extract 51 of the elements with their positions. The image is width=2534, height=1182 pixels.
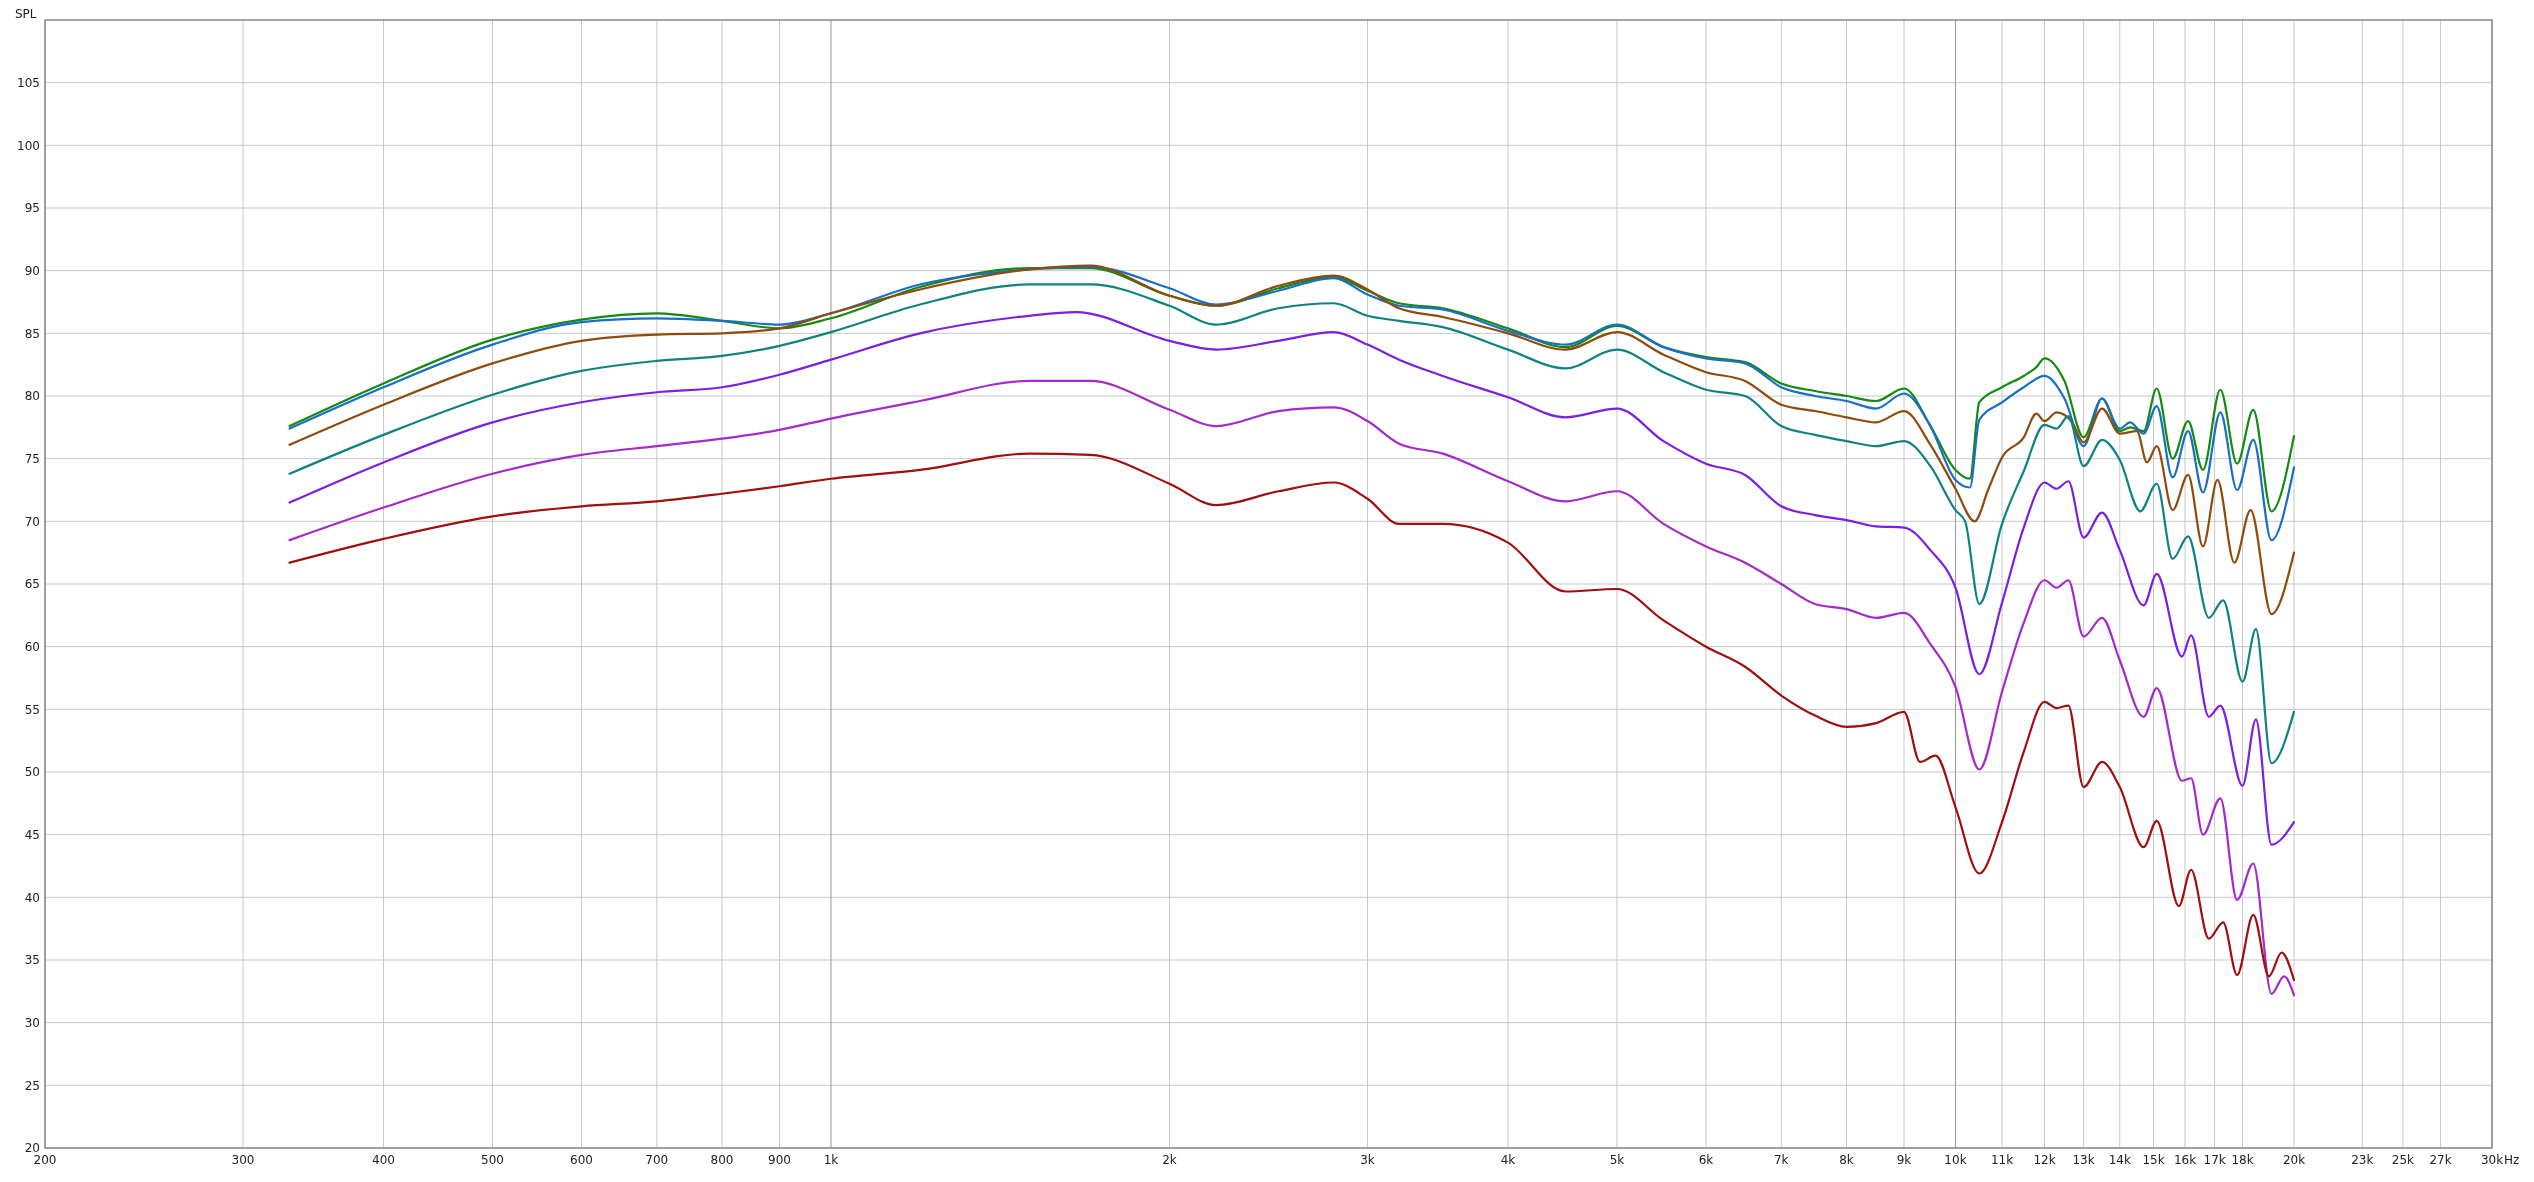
y-tick-label: 75 xyxy=(24,451,40,466)
x-tick-label: 10k xyxy=(1944,1153,1967,1167)
x-tick-label: 900 xyxy=(768,1153,791,1167)
x-tick-label: 6k xyxy=(1698,1153,1714,1167)
x-tick-label: 3k xyxy=(1360,1153,1375,1167)
x-tick-label: 300 xyxy=(231,1153,255,1167)
x-tick-label: 14k xyxy=(2108,1153,2131,1167)
y-tick-label: 60 xyxy=(24,639,40,654)
x-tick-label: 1k xyxy=(823,1153,839,1167)
y-tick-label: 45 xyxy=(24,827,40,842)
y-tick-label: 35 xyxy=(24,953,40,968)
y-tick-label: 90 xyxy=(24,263,40,278)
x-tick-label: 9k xyxy=(1896,1153,1912,1167)
x-tick-label: 16k xyxy=(2173,1153,2197,1167)
x-tick-label: 400 xyxy=(372,1153,395,1167)
x-tick-label: 800 xyxy=(710,1153,734,1167)
x-tick-label: 18k xyxy=(2231,1153,2254,1167)
y-tick-label: 105 xyxy=(17,75,40,90)
x-tick-label: 7k xyxy=(1774,1153,1789,1167)
x-axis-title: Hz xyxy=(2504,1153,2520,1167)
y-tick-label: 55 xyxy=(24,702,40,717)
y-tick-label: 65 xyxy=(24,577,40,592)
y-tick-label: 100 xyxy=(17,138,40,153)
y-tick-label: 20 xyxy=(24,1141,40,1156)
y-tick-label: 70 xyxy=(24,514,40,529)
y-tick-label: 95 xyxy=(24,201,40,216)
x-tick-label: 4k xyxy=(1500,1153,1516,1167)
x-tick-label: 15k xyxy=(2142,1153,2165,1167)
y-tick-label: 85 xyxy=(24,326,40,341)
x-tick-label: 27k xyxy=(2429,1153,2452,1167)
x-tick-label: 5k xyxy=(1609,1153,1625,1167)
x-tick-label: 700 xyxy=(645,1153,669,1167)
x-tick-label: 30k xyxy=(2480,1153,2504,1167)
x-tick-label: 25k xyxy=(2391,1153,2415,1167)
y-tick-label: 50 xyxy=(24,765,40,780)
x-tick-label: 200 xyxy=(33,1153,57,1167)
y-tick-label: 30 xyxy=(24,1015,40,1030)
x-tick-label: 23k xyxy=(2351,1153,2374,1167)
x-tick-label: 11k xyxy=(1990,1153,2014,1167)
x-tick-label: 17k xyxy=(2203,1153,2226,1167)
y-axis-title: SPL xyxy=(15,7,37,21)
x-tick-label: 500 xyxy=(481,1153,504,1167)
x-tick-label: 600 xyxy=(570,1153,593,1167)
x-tick-label: 12k xyxy=(2033,1153,2056,1167)
x-tick-label: 13k xyxy=(2072,1153,2095,1167)
x-tick-label: 2k xyxy=(1162,1153,1177,1167)
y-tick-label: 40 xyxy=(24,890,40,905)
x-tick-label: 20k xyxy=(2282,1153,2306,1167)
x-tick-label: 8k xyxy=(1839,1153,1854,1167)
y-tick-label: 25 xyxy=(24,1078,40,1093)
y-tick-label: 80 xyxy=(24,389,40,404)
